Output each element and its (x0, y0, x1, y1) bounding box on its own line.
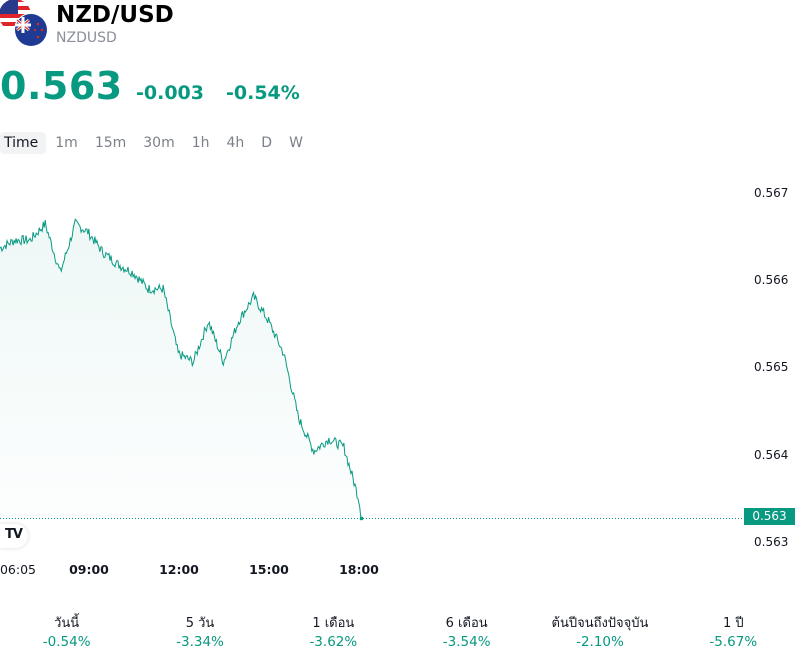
y-tick-label: 0.564 (754, 448, 788, 462)
perf-label: 1 เดือน (312, 616, 355, 631)
price-line (0, 218, 362, 519)
currency-flags (0, 0, 50, 48)
perf-item-5d[interactable]: 5 วัน -3.34% (133, 612, 266, 650)
perf-value: -3.34% (176, 634, 224, 650)
y-tick-label: 0.565 (754, 360, 788, 374)
tradingview-logo-icon[interactable]: TV (0, 524, 28, 548)
perf-label: วันนี้ (54, 616, 80, 631)
x-tick-label: 12:00 (159, 562, 199, 577)
tab-d[interactable]: D (261, 135, 273, 151)
y-tick-label: 0.563 (754, 535, 788, 549)
perf-item-1mo[interactable]: 1 เดือน -3.62% (267, 612, 400, 650)
y-tick-label: 0.567 (754, 186, 788, 200)
tab-1m[interactable]: 1m (55, 135, 78, 151)
timeframe-tabs: Time 1m 15m 30m 1h 4h D W (0, 132, 312, 154)
nzd-flag-icon (14, 13, 48, 47)
symbol-title: NZD/USD (56, 2, 174, 28)
tab-time[interactable]: Time (0, 132, 47, 154)
x-tick-label: 09:00 (69, 562, 109, 577)
perf-label: 1 ปี (722, 616, 744, 631)
price-chart[interactable]: 0.567 0.566 0.565 0.564 0.563 06:05 09:00 12:0… (0, 160, 800, 590)
tab-4h[interactable]: 4h (226, 135, 245, 151)
price-change-percent: -0.54% (226, 82, 300, 104)
last-price-point (359, 516, 364, 521)
x-tick-label: 06:05 (0, 562, 36, 577)
performance-row: วันนี้ -0.54% 5 วัน -3.34% 1 เดือน -3.62… (0, 612, 800, 650)
perf-value: -2.10% (576, 634, 624, 650)
perf-item-ytd[interactable]: ต้นปีจนถึงปัจจุบัน -2.10% (533, 612, 666, 650)
tab-w[interactable]: W (289, 135, 303, 151)
symbol-code: NZDUSD (56, 30, 117, 46)
y-tick-label: 0.566 (754, 273, 788, 287)
perf-value: -3.62% (309, 634, 358, 650)
x-tick-label: 18:00 (339, 562, 379, 577)
perf-value: -5.67% (709, 634, 758, 650)
x-tick-label: 15:00 (249, 562, 289, 577)
perf-value: -3.54% (442, 634, 491, 650)
perf-item-today[interactable]: วันนี้ -0.54% (0, 612, 133, 650)
perf-label: ต้นปีจนถึงปัจจุบัน (551, 616, 649, 631)
tab-1h[interactable]: 1h (191, 135, 210, 151)
perf-label: 6 เดือน (445, 616, 488, 631)
perf-value: -0.54% (42, 634, 91, 650)
tab-30m[interactable]: 30m (143, 135, 175, 151)
perf-item-1y[interactable]: 1 ปี -5.67% (667, 612, 800, 650)
last-price-badge: 0.563 (744, 508, 795, 525)
tab-15m[interactable]: 15m (94, 135, 127, 151)
perf-label: 5 วัน (185, 616, 215, 631)
current-price: 0.563 (0, 64, 123, 108)
price-area (0, 219, 362, 519)
price-change: -0.003 (136, 82, 204, 104)
perf-item-6mo[interactable]: 6 เดือน -3.54% (400, 612, 533, 650)
